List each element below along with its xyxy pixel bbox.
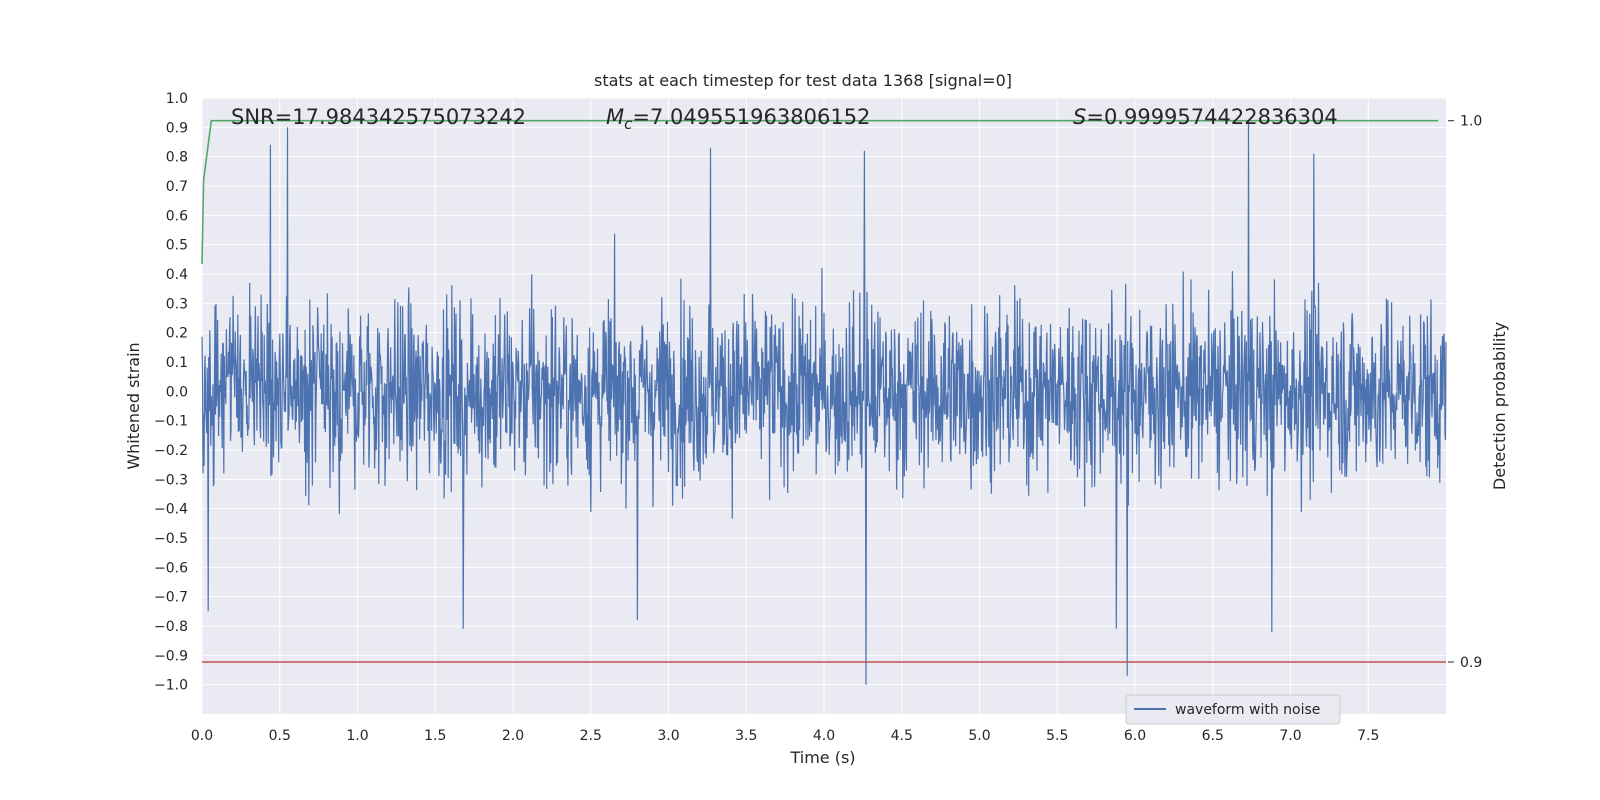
y-tick-label: −0.4	[154, 502, 188, 518]
y-tick-label: −0.8	[154, 619, 188, 635]
x-tick-label: 2.0	[502, 728, 524, 744]
chirp-mass-subscript: c	[624, 115, 633, 133]
legend: waveform with noise	[1125, 694, 1341, 725]
detection-score-value: =0.9999574422836304	[1086, 105, 1337, 129]
x-tick-label: 5.5	[1046, 728, 1068, 744]
chart-title: stats at each timestep for test data 136…	[594, 71, 1012, 90]
x-axis-label: Time (s)	[789, 748, 855, 767]
y-tick-label: 0.6	[166, 208, 188, 224]
y-tick-label: −0.3	[154, 472, 188, 488]
y-tick-label: 0.2	[166, 326, 188, 342]
chirp-mass-annotation: Mc=7.049551963806152	[606, 105, 870, 133]
x-tick-label: 7.5	[1357, 728, 1379, 744]
legend-label: waveform with noise	[1175, 702, 1320, 718]
y-tick-label: 1.0	[166, 91, 188, 107]
chirp-mass-value: =7.049551963806152	[632, 105, 870, 129]
x-tick-label: 7.0	[1279, 728, 1301, 744]
x-tick-label: 3.5	[735, 728, 757, 744]
data-layer	[201, 119, 1447, 685]
y-tick-label: 0.7	[166, 179, 188, 195]
x-tick-label: 3.0	[657, 728, 679, 744]
x-tick-label: 2.5	[580, 728, 602, 744]
y-tick-label: −0.6	[154, 560, 188, 576]
y-tick-label: 0.4	[166, 267, 188, 283]
y-tick-label: −1.0	[154, 678, 188, 694]
x-tick-label: 4.0	[813, 728, 835, 744]
chirp-mass-symbol: M	[606, 105, 624, 129]
probability-series-line-1	[201, 119, 1439, 265]
y-tick-label: −0.2	[154, 443, 188, 459]
y-axis-label: Whitened strain	[124, 342, 143, 469]
x-tick-label: 4.5	[891, 728, 913, 744]
y2-axis-label: Detection probability	[1490, 322, 1509, 490]
x-tick-label: 1.0	[346, 728, 368, 744]
legend-box	[1125, 694, 1341, 725]
ticks: 0.0 0.5 1.0 1.5 2.0 2.5 3.0 3.5 4.0 4.5 5.0 5.5 6.0 6…	[154, 91, 1482, 744]
x-tick-label: 1.5	[424, 728, 446, 744]
detection-score-symbol: S	[1073, 105, 1086, 129]
y2-tick-label: 0.9	[1460, 655, 1482, 671]
y-tick-label: −0.9	[154, 648, 188, 664]
x-tick-label: 5.0	[968, 728, 990, 744]
y-tick-label: −0.1	[154, 414, 188, 430]
y-tick-label: −0.7	[154, 590, 188, 606]
y-tick-label: 0.1	[166, 355, 188, 371]
x-tick-label: 6.5	[1202, 728, 1224, 744]
y-tick-label: 0.3	[166, 296, 188, 312]
y2-tick-label: 1.0	[1460, 114, 1482, 130]
y-tick-label: 0.9	[166, 120, 188, 136]
x-tick-label: 6.0	[1124, 728, 1146, 744]
y-tick-label: −0.5	[154, 531, 188, 547]
y-tick-label: 0.0	[166, 384, 188, 400]
waveform-series-line	[201, 121, 1447, 685]
y-tick-label: 0.8	[166, 150, 188, 166]
snr-annotation: SNR=17.984342575073242	[231, 105, 526, 129]
x-tick-label: 0.5	[269, 728, 291, 744]
x-tick-label: 0.0	[191, 728, 213, 744]
y-tick-label: 0.5	[166, 238, 188, 254]
detection-score-annotation: S=0.9999574422836304	[1073, 105, 1338, 129]
